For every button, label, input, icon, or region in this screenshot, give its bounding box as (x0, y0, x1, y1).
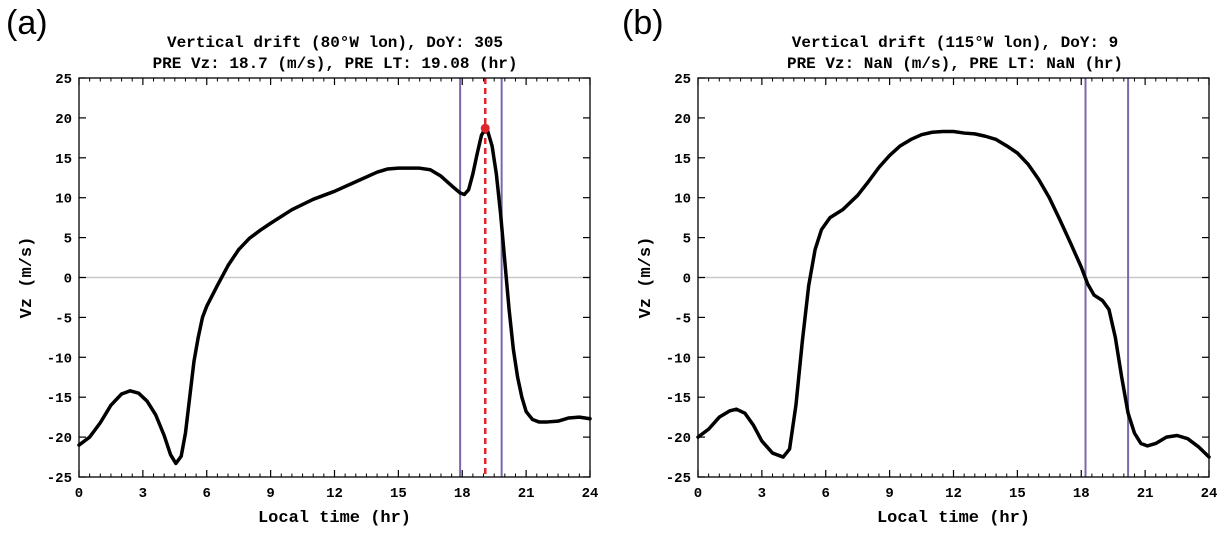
y-tick-label: -25 (47, 471, 72, 487)
x-tick-label: 6 (203, 486, 211, 502)
y-tick-label: 25 (674, 72, 691, 88)
chart-title: Vertical drift (115°W lon), DoY: 9 (792, 34, 1118, 52)
y-tick-label: 20 (674, 112, 691, 128)
y-tick-label: 0 (64, 272, 72, 288)
panel-label: (b) (622, 4, 664, 42)
x-tick-label: 21 (518, 486, 535, 502)
x-tick-label: 3 (758, 486, 766, 502)
y-tick-label: -20 (47, 431, 72, 447)
series-line (77, 126, 592, 466)
x-tick-label: 12 (945, 486, 962, 502)
y-tick-label: 15 (55, 152, 72, 168)
y-tick-label: 10 (674, 192, 691, 208)
y-axis-label: Vz (m/s) (18, 237, 37, 319)
x-tick-label: 9 (885, 486, 893, 502)
y-tick-label: 5 (683, 232, 691, 248)
y-axis-label: Vz (m/s) (637, 237, 656, 319)
y-tick-label: -5 (674, 311, 691, 327)
x-tick-label: 24 (582, 486, 599, 502)
y-tick-label: 0 (683, 272, 691, 288)
y-tick-label: -25 (666, 471, 691, 487)
x-tick-label: 3 (139, 486, 147, 502)
x-tick-label: 15 (1009, 486, 1026, 502)
y-tick-label: 25 (55, 72, 72, 88)
pre-marker-point (480, 123, 490, 133)
x-axis-label: Local time (hr) (877, 509, 1030, 528)
y-tick-label: -10 (47, 351, 72, 367)
x-tick-label: 24 (1201, 486, 1218, 502)
panel-label: (a) (6, 4, 48, 42)
x-tick-label: 12 (326, 486, 343, 502)
chart-panel-b: (b) Vertical drift (115°W lon), DoY: 9 PRE… (622, 4, 1217, 528)
x-axis-label: Local time (hr) (258, 509, 411, 528)
x-tick-label: 6 (822, 486, 830, 502)
x-tick-label: 0 (75, 486, 83, 502)
y-tick-label: 15 (674, 152, 691, 168)
y-tick-label: 10 (55, 192, 72, 208)
x-tick-label: 18 (454, 486, 471, 502)
x-tick-label: 21 (1137, 486, 1154, 502)
y-tick-label: -15 (47, 391, 72, 407)
y-tick-label: -20 (666, 431, 691, 447)
chart-panel-a: (a) Vertical drift (80°W lon), DoY: 305 PR… (6, 4, 598, 528)
x-tick-label: 9 (266, 486, 274, 502)
x-tick-label: 0 (694, 486, 702, 502)
y-tick-label: -10 (666, 351, 691, 367)
y-tick-label: -15 (666, 391, 691, 407)
y-tick-label: -5 (55, 311, 72, 327)
chart-subtitle: PRE Vz: NaN (m/s), PRE LT: NaN (hr) (787, 55, 1123, 73)
y-tick-label: 20 (55, 112, 72, 128)
chart-title: Vertical drift (80°W lon), DoY: 305 (167, 34, 503, 52)
x-tick-label: 15 (390, 486, 407, 502)
x-tick-label: 18 (1073, 486, 1090, 502)
y-tick-label: 5 (64, 232, 72, 248)
series-line (696, 129, 1211, 459)
chart-subtitle: PRE Vz: 18.7 (m/s), PRE LT: 19.08 (hr) (153, 55, 518, 73)
